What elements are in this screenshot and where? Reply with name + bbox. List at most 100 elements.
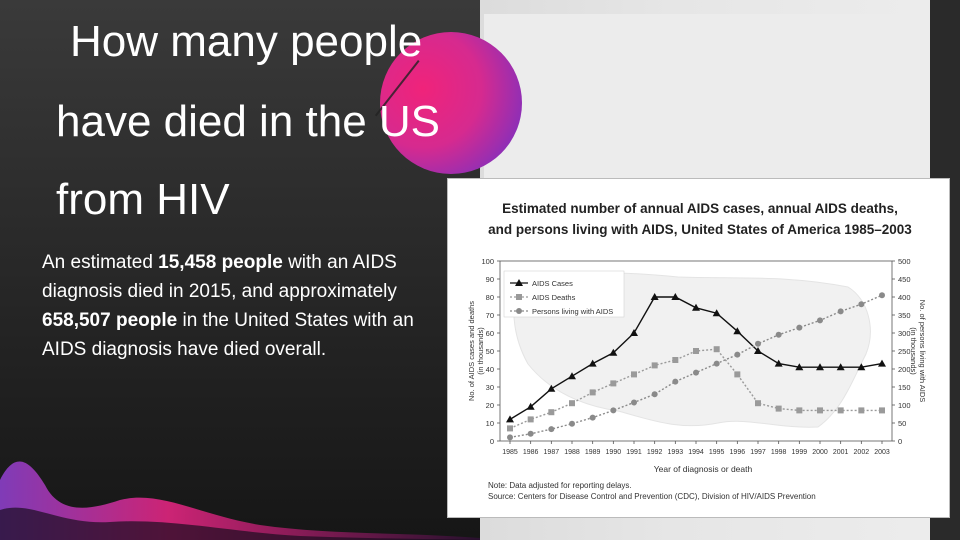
point-aids-deaths [775, 405, 782, 412]
x-tick-label: 1993 [668, 449, 684, 456]
point-aids-deaths [755, 400, 761, 407]
y-right-tick-label: 200 [898, 365, 911, 374]
point-persons-living-with-aids [548, 426, 555, 433]
y-left-tick-label: 70 [486, 311, 494, 320]
legend-box [503, 270, 625, 318]
point-aids-cases [692, 303, 700, 311]
point-aids-deaths [610, 380, 617, 387]
chart-title-line-2: and persons living with AIDS, United Sta… [488, 222, 912, 237]
point-aids-cases [733, 327, 742, 335]
point-aids-deaths [672, 357, 679, 363]
point-persons-living-with-aids [610, 407, 617, 414]
body-text-part-1: An estimated [42, 252, 159, 273]
point-aids-deaths [651, 362, 658, 369]
x-tick-label: 1991 [626, 449, 642, 456]
y-right-tick-label: 250 [898, 347, 911, 356]
y-left-tick-label: 100 [481, 257, 494, 266]
y-left-tick-label: 10 [486, 419, 494, 428]
y-right-axis-label-unit: (in thousands) [909, 327, 918, 375]
chart-series [506, 292, 886, 441]
y-right-tick-label: 0 [898, 437, 902, 446]
chart-title-line-1: Estimated number of annual AIDS cases, a… [502, 201, 898, 216]
point-aids-cases [547, 384, 556, 392]
legend-label-persons-living-with-aids: Persons living with AIDS [532, 307, 613, 316]
y-right-tick-label: 400 [898, 293, 911, 302]
x-tick-label: 1988 [564, 449, 580, 456]
point-persons-living-with-aids [796, 324, 803, 331]
point-persons-living-with-aids [527, 430, 534, 437]
y-left-tick-label: 20 [486, 401, 494, 410]
point-aids-deaths [734, 371, 741, 378]
point-aids-deaths [796, 407, 803, 414]
point-persons-living-with-aids [817, 317, 823, 324]
point-persons-living-with-aids [589, 414, 596, 421]
point-aids-deaths [693, 348, 699, 354]
point-persons-living-with-aids [507, 434, 513, 441]
point-aids-cases [506, 415, 514, 423]
x-axis-label: Year of diagnosis or death [654, 464, 753, 474]
slide-title-line-1: How many people [70, 17, 423, 66]
decorative-wave [0, 461, 480, 540]
point-aids-cases [568, 372, 576, 380]
point-persons-living-with-aids [879, 292, 885, 299]
decorative-gradient-circle [380, 32, 522, 174]
x-tick-label: 1987 [544, 449, 560, 456]
slide-title-line-2: have died in the US [56, 97, 441, 146]
legend-label-aids-deaths: AIDS Deaths [532, 293, 576, 302]
point-aids-deaths [589, 389, 596, 396]
y-right-tick-label: 500 [898, 257, 911, 266]
point-aids-deaths [837, 407, 844, 414]
point-aids-deaths [817, 407, 823, 414]
y-right-tick-label: 450 [898, 275, 911, 284]
point-aids-cases [609, 348, 618, 356]
x-tick-label: 1995 [709, 449, 725, 456]
chart-note: Note: Data adjusted for reporting delays… [488, 481, 632, 490]
y-right-tick-label: 300 [898, 329, 911, 338]
point-persons-living-with-aids [858, 301, 865, 308]
legend-marker-aids-deaths [516, 294, 522, 300]
y-right-tick-label: 350 [898, 311, 911, 320]
x-tick-label: 1986 [523, 449, 539, 456]
x-tick-label: 1992 [647, 449, 663, 456]
x-tick-label: 1985 [502, 449, 518, 456]
x-tick-label: 2000 [812, 449, 828, 456]
point-persons-living-with-aids [837, 308, 844, 315]
point-aids-deaths [507, 425, 513, 432]
slide-body-text: An estimated 15,458 people with an AIDS … [42, 248, 442, 364]
point-aids-cases [754, 347, 762, 354]
slide-title-line-3: from HIV [56, 175, 230, 224]
x-tick-label: 1997 [750, 449, 766, 456]
y-left-tick-label: 80 [486, 293, 494, 302]
chart-legend: AIDS Cases AIDS Deaths Persons living with… [503, 270, 625, 318]
point-aids-deaths [527, 416, 534, 423]
point-aids-deaths [879, 407, 885, 414]
y-right-tick-label: 150 [898, 383, 911, 392]
body-text-part-3: in the United States with an AIDS diagno… [42, 310, 414, 360]
y-right-axis-label: No. of persons living with AIDS [918, 300, 927, 403]
point-aids-cases [816, 363, 824, 371]
y-left-tick-label: 90 [486, 275, 494, 284]
point-aids-cases [836, 363, 845, 371]
point-aids-cases [795, 363, 804, 371]
point-aids-cases [650, 293, 659, 300]
point-aids-cases [774, 359, 783, 367]
y-left-axis-label: No. of AIDS cases and deaths [467, 301, 476, 401]
body-highlight-2015-deaths: 15,458 people [158, 252, 283, 273]
point-aids-deaths [858, 407, 865, 414]
point-aids-cases [878, 359, 886, 367]
y-left-tick-label: 50 [486, 347, 494, 356]
point-aids-cases [630, 329, 638, 336]
point-aids-cases [712, 309, 721, 317]
point-aids-deaths [631, 371, 637, 378]
x-tick-label: 1996 [730, 449, 746, 456]
point-persons-living-with-aids [569, 420, 575, 427]
point-persons-living-with-aids [672, 378, 679, 385]
x-tick-label: 1994 [688, 449, 704, 456]
x-tick-label: 1998 [771, 449, 787, 456]
x-tick-label: 2002 [854, 449, 870, 456]
aids-line-chart: Estimated number of annual AIDS cases, a… [467, 201, 927, 501]
x-tick-label: 2003 [874, 449, 890, 456]
legend-label-aids-cases: AIDS Cases [532, 279, 573, 288]
y-right-tick-label: 50 [898, 419, 906, 428]
point-aids-deaths [713, 346, 720, 353]
